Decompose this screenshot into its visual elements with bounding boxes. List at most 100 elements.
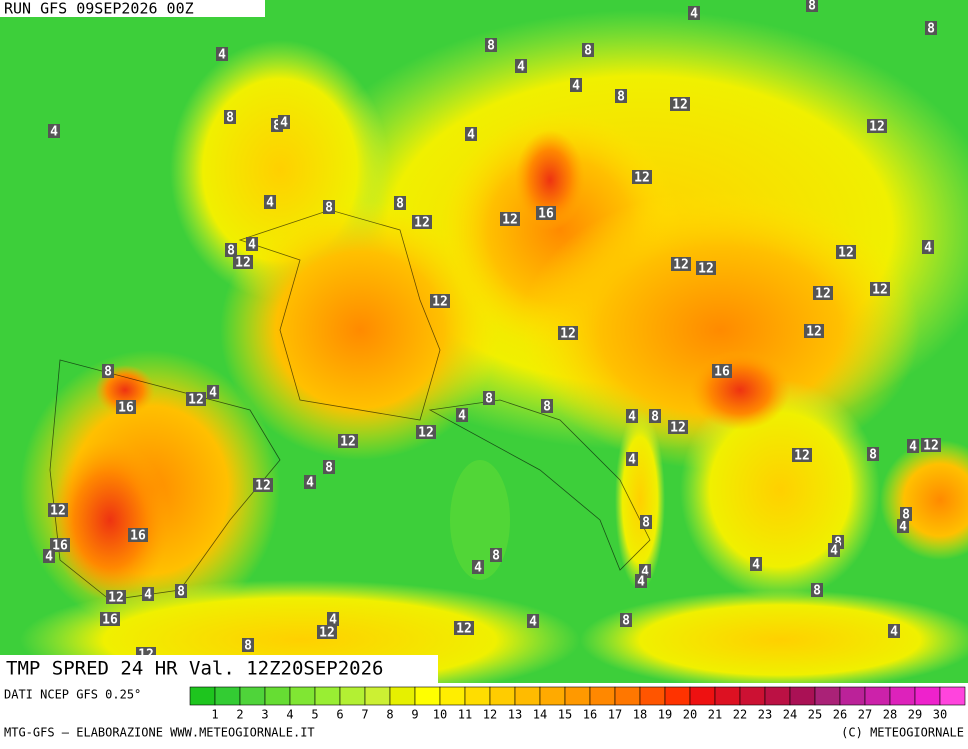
contour-label-box bbox=[216, 47, 228, 61]
contour-label-box bbox=[102, 364, 114, 378]
contour-label-box bbox=[500, 212, 520, 226]
colorbar-label: 3 bbox=[261, 708, 268, 722]
contour-label-box bbox=[48, 124, 60, 138]
colorbar-swatch bbox=[339, 686, 366, 706]
contour-label-box bbox=[696, 261, 716, 275]
contour-label-box bbox=[570, 78, 582, 92]
contour-label-box bbox=[671, 257, 691, 271]
contour-label-box bbox=[327, 612, 339, 626]
contour-label-box bbox=[582, 43, 594, 57]
contour-label: 4 bbox=[890, 625, 898, 640]
contour-label-box bbox=[541, 399, 553, 413]
contour-label-box bbox=[207, 385, 219, 399]
colorbar-swatch bbox=[389, 686, 416, 706]
colorbar-label: 21 bbox=[708, 708, 722, 722]
contour-label: 16 bbox=[130, 529, 146, 544]
colorbar-swatch bbox=[564, 686, 591, 706]
contour-label: 12 bbox=[414, 216, 430, 231]
contour-label: 8 bbox=[396, 197, 404, 212]
contour-label: 8 bbox=[642, 516, 650, 531]
colorbar-swatch bbox=[289, 686, 316, 706]
contour-label: 12 bbox=[923, 439, 939, 454]
colorbar-swatch bbox=[739, 686, 766, 706]
contour-label: 8 bbox=[813, 584, 821, 599]
contour-label: 4 bbox=[637, 575, 645, 590]
contour-label-box bbox=[867, 447, 879, 461]
contour-label-box bbox=[668, 420, 688, 434]
source-text: DATI NCEP GFS 0.25° bbox=[4, 688, 141, 702]
contour-label: 4 bbox=[209, 386, 217, 401]
colorbar-swatch bbox=[439, 686, 466, 706]
contour-label: 8 bbox=[273, 119, 281, 134]
contour-label: 12 bbox=[634, 171, 650, 186]
contour-label: 16 bbox=[102, 613, 118, 628]
colorbar-swatch bbox=[364, 686, 391, 706]
contour-label: 12 bbox=[340, 435, 356, 450]
contour-label-box bbox=[106, 590, 126, 604]
colorbar-swatch bbox=[589, 686, 616, 706]
colorbar-label: 18 bbox=[633, 708, 647, 722]
run-box bbox=[0, 0, 265, 17]
contour-label-box bbox=[430, 294, 450, 308]
contour-label: 8 bbox=[325, 461, 333, 476]
contour-label-box bbox=[649, 409, 661, 423]
contour-label-box bbox=[897, 519, 909, 533]
contour-label-box bbox=[888, 624, 900, 638]
colorbar-swatch bbox=[814, 686, 841, 706]
contour-label-box bbox=[50, 538, 70, 552]
contour-label-box bbox=[394, 196, 406, 210]
contour-label-box bbox=[813, 286, 833, 300]
contour-label-box bbox=[278, 115, 290, 129]
colorbar-label: 29 bbox=[908, 708, 922, 722]
colorbar-swatch bbox=[839, 686, 866, 706]
colorbar-label: 24 bbox=[783, 708, 797, 722]
contour-label-box bbox=[712, 364, 732, 378]
contour-label-box bbox=[338, 434, 358, 448]
contour-label-box bbox=[233, 255, 253, 269]
contour-label: 4 bbox=[329, 613, 337, 628]
contour-label-box bbox=[456, 408, 468, 422]
contour-label-box bbox=[472, 560, 484, 574]
colorbar-swatch bbox=[889, 686, 916, 706]
contour-label-box bbox=[632, 170, 652, 184]
contour-label-box bbox=[804, 324, 824, 338]
colorbar-swatch bbox=[689, 686, 716, 706]
contour-label: 4 bbox=[144, 588, 152, 603]
contour-label: 12 bbox=[698, 262, 714, 277]
contour-label: 8 bbox=[492, 549, 500, 564]
colorbar-swatch bbox=[514, 686, 541, 706]
contour-label-box bbox=[558, 326, 578, 340]
contour-label-box bbox=[836, 245, 856, 259]
contour-label-box bbox=[792, 448, 812, 462]
contour-label: 4 bbox=[517, 60, 525, 75]
contour-label: 16 bbox=[714, 365, 730, 380]
contour-label-box bbox=[922, 240, 934, 254]
contour-label-box bbox=[828, 543, 840, 557]
colorbar-swatch bbox=[464, 686, 491, 706]
colorbar-label: 20 bbox=[683, 708, 697, 722]
colorbar-swatch bbox=[714, 686, 741, 706]
contour-label: 12 bbox=[794, 449, 810, 464]
contour-label: 12 bbox=[869, 120, 885, 135]
contour-label-box bbox=[100, 612, 120, 626]
contour-label-box bbox=[925, 21, 937, 35]
contour-label: 8 bbox=[485, 392, 493, 407]
contour-label-box bbox=[142, 587, 154, 601]
colorbar-label: 2 bbox=[236, 708, 243, 722]
contour-label: 12 bbox=[255, 479, 271, 494]
contour-label: 16 bbox=[538, 207, 554, 222]
contour-label: 4 bbox=[474, 561, 482, 576]
colorbar-label: 17 bbox=[608, 708, 622, 722]
colorbar-swatch bbox=[914, 686, 941, 706]
contour-label: 4 bbox=[458, 409, 466, 424]
contour-label-box bbox=[304, 475, 316, 489]
contour-label-box bbox=[246, 237, 258, 251]
contour-label-box bbox=[626, 452, 638, 466]
colorbar-label: 10 bbox=[433, 708, 447, 722]
colorbar-swatch bbox=[789, 686, 816, 706]
contour-label-box bbox=[626, 409, 638, 423]
contour-label: 4 bbox=[690, 7, 698, 22]
contour-label: 8 bbox=[177, 585, 185, 600]
contour-label-box bbox=[224, 110, 236, 124]
